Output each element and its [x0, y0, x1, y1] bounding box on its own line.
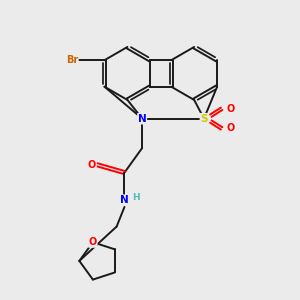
- Text: O: O: [89, 237, 97, 247]
- Text: N: N: [138, 114, 146, 124]
- Text: H: H: [132, 193, 140, 202]
- Text: Br: Br: [66, 55, 78, 65]
- Text: O: O: [226, 123, 235, 134]
- Text: O: O: [88, 160, 96, 170]
- Text: O: O: [226, 104, 235, 114]
- Text: N: N: [120, 195, 129, 205]
- Text: S: S: [200, 114, 208, 124]
